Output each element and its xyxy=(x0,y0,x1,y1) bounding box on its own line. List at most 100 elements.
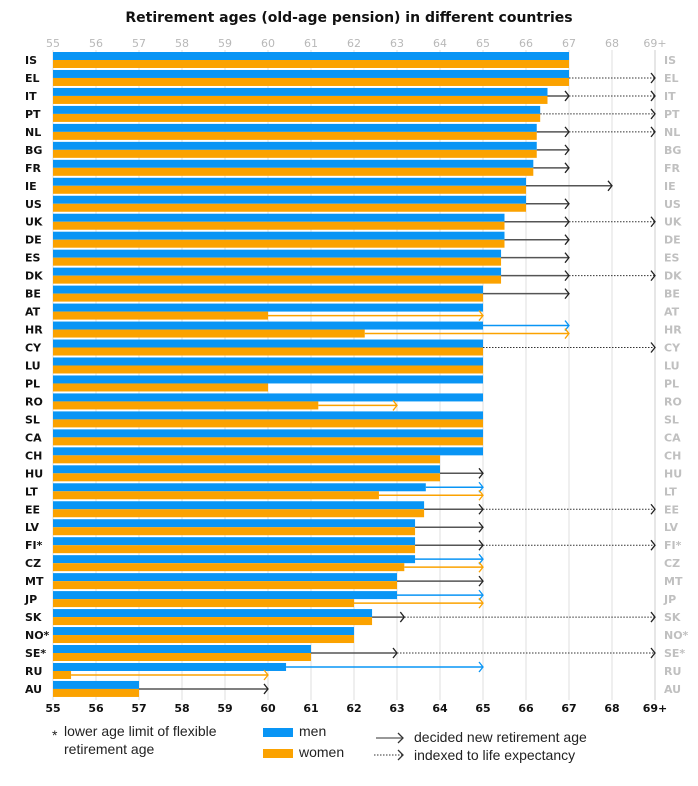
country-label-right: JP xyxy=(663,593,676,606)
country-label: AU xyxy=(25,683,42,696)
country-label: BG xyxy=(25,144,42,157)
bar-women xyxy=(53,473,440,482)
arrowhead-icon xyxy=(650,108,656,120)
bar-men xyxy=(53,303,483,312)
country-label-right: LV xyxy=(664,521,678,534)
bar-women xyxy=(53,383,268,392)
legend-men-swatch xyxy=(263,728,293,737)
bar-men xyxy=(53,591,397,600)
arrowhead-icon xyxy=(650,90,656,102)
bar-women xyxy=(53,185,526,194)
country-label: HU xyxy=(25,467,43,480)
arrowhead-icon xyxy=(478,553,484,565)
bar-women xyxy=(53,149,537,158)
country-label: LV xyxy=(25,521,39,534)
bar-women xyxy=(53,653,311,662)
country-label: EE xyxy=(25,503,40,516)
x-tick-label-bottom: 68 xyxy=(604,702,619,715)
bar-men xyxy=(53,411,483,420)
bar-men xyxy=(53,249,502,258)
x-tick-label-bottom: 67 xyxy=(561,702,576,715)
x-tick-label-top: 68 xyxy=(605,37,619,50)
bar-women xyxy=(53,491,379,500)
bar-women xyxy=(53,311,268,320)
bar-men xyxy=(53,627,354,636)
arrowhead-icon xyxy=(564,198,570,210)
country-label: MT xyxy=(25,575,44,588)
country-label: AT xyxy=(25,306,41,319)
bar-women xyxy=(53,365,483,374)
bar-men xyxy=(53,609,373,618)
x-tick-label-top: 57 xyxy=(132,37,146,50)
country-label-right: FR xyxy=(664,162,681,175)
country-label: PL xyxy=(25,377,40,390)
country-label: EL xyxy=(25,72,40,85)
x-tick-label-bottom: 65 xyxy=(475,702,490,715)
bar-women xyxy=(53,329,365,338)
x-tick-label-top: 56 xyxy=(89,37,103,50)
bar-women xyxy=(53,545,416,554)
country-label-right: PT xyxy=(664,108,680,121)
bar-women xyxy=(53,455,440,464)
bar-women xyxy=(53,347,483,356)
arrowhead-icon xyxy=(564,252,570,264)
country-label-right: LU xyxy=(664,359,680,372)
arrowhead-icon xyxy=(392,400,398,411)
arrowhead-icon xyxy=(650,126,656,138)
country-label: NL xyxy=(25,126,41,139)
bar-women xyxy=(53,95,548,104)
legend-footnote-marker: * xyxy=(52,727,58,743)
country-label: DE xyxy=(25,234,42,247)
bar-men xyxy=(53,213,505,222)
bar-women xyxy=(53,563,405,572)
bar-men xyxy=(53,447,483,456)
arrowhead-icon xyxy=(263,669,269,681)
arrowhead-icon xyxy=(564,144,570,156)
country-label: SK xyxy=(25,611,42,624)
bar-women xyxy=(53,581,397,590)
country-label-right: PL xyxy=(664,377,679,390)
bar-women xyxy=(53,77,569,86)
x-tick-label-bottom: 56 xyxy=(88,702,104,715)
country-label-right: ES xyxy=(664,252,680,265)
country-label: UK xyxy=(25,216,43,229)
arrowhead-icon xyxy=(478,589,484,601)
x-tick-label-bottom: 55 xyxy=(45,702,60,715)
legend-decided-label: decided new retirement age xyxy=(414,729,587,745)
arrowhead-icon xyxy=(478,489,484,501)
country-label-right: DE xyxy=(664,234,681,247)
country-label-right: BG xyxy=(664,144,681,157)
bar-women xyxy=(53,293,483,302)
bar-women xyxy=(53,131,537,140)
country-label: FI* xyxy=(25,539,43,552)
country-label: FR xyxy=(25,162,42,175)
country-label: SE* xyxy=(25,647,46,660)
country-label: DK xyxy=(25,270,43,283)
bar-men xyxy=(53,123,537,132)
country-label: IT xyxy=(25,90,37,103)
country-label-right: IT xyxy=(664,90,676,103)
bar-women xyxy=(53,113,541,122)
legend: * lower age limit of flexible retirement… xyxy=(52,723,587,763)
legend-indexed-label: indexed to life expectancy xyxy=(414,747,575,763)
country-label: LU xyxy=(25,359,41,372)
x-tick-label-top: 60 xyxy=(261,37,275,50)
arrowhead-icon xyxy=(650,611,656,623)
arrowhead-icon xyxy=(607,180,613,192)
country-label-right: SL xyxy=(664,413,679,426)
country-label: IS xyxy=(25,54,37,67)
x-tick-label-top: 58 xyxy=(175,37,189,50)
x-tick-label-bottom: 59 xyxy=(217,702,232,715)
bar-men xyxy=(53,105,541,114)
arrowhead-icon xyxy=(478,481,484,493)
country-label-right: NO* xyxy=(664,629,689,642)
x-tick-label-bottom: 57 xyxy=(131,702,146,715)
bar-men xyxy=(53,519,416,528)
bar-men xyxy=(53,69,569,78)
bar-men xyxy=(53,87,548,96)
country-label: NO* xyxy=(25,629,50,642)
country-label: JP xyxy=(24,593,37,606)
x-tick-label-top: 62 xyxy=(347,37,361,50)
x-tick-label-top: 66 xyxy=(519,37,533,50)
